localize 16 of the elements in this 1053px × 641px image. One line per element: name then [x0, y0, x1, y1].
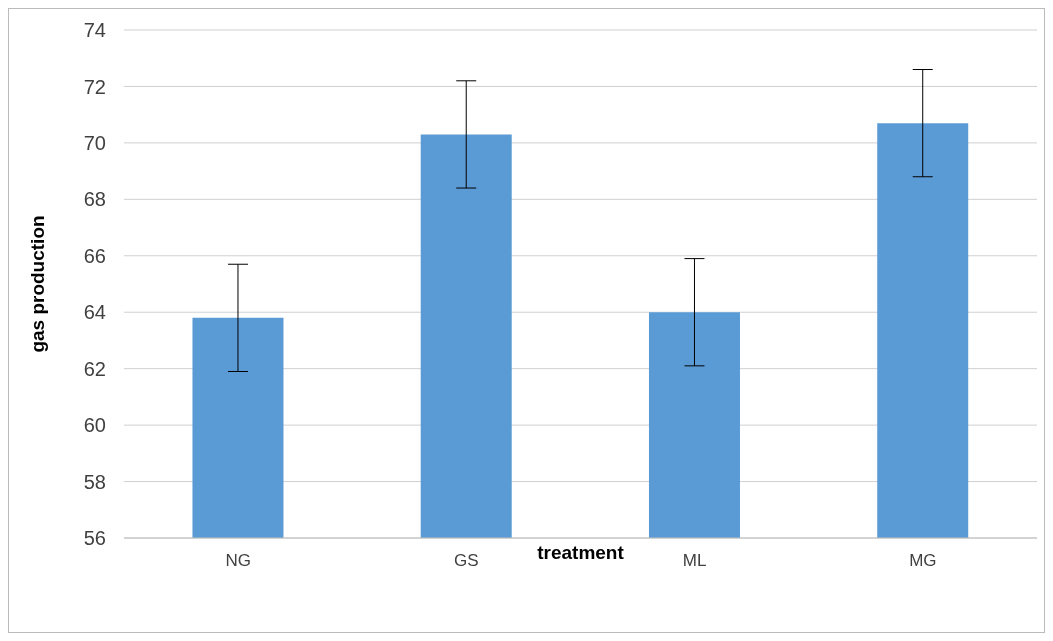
y-tick-label: 68 — [83, 188, 106, 211]
x-tick-label: NG — [225, 551, 251, 571]
y-axis-title: gas production — [26, 215, 48, 353]
y-tick-label: 70 — [83, 131, 106, 154]
y-tick-label: 60 — [83, 414, 106, 437]
y-tick-label: 74 — [83, 19, 106, 42]
y-tick-label: 56 — [83, 527, 106, 550]
x-tick-label: MG — [909, 551, 937, 571]
y-tick-label: 64 — [83, 301, 106, 324]
y-tick-label: 66 — [83, 244, 106, 267]
y-tick-label: 72 — [83, 75, 106, 98]
y-tick-label: 62 — [83, 357, 106, 380]
x-tick-label: GS — [454, 551, 479, 571]
x-axis-title: treatment — [537, 542, 625, 564]
y-tick-label: 58 — [83, 470, 106, 493]
x-tick-label: ML — [682, 551, 707, 571]
